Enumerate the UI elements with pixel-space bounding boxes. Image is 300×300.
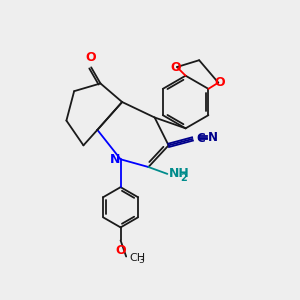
Text: N: N [208, 131, 218, 144]
Text: NH: NH [169, 167, 190, 180]
Text: C: C [196, 131, 205, 145]
Text: O: O [170, 61, 181, 74]
Text: O: O [115, 244, 126, 256]
Text: CH: CH [129, 253, 146, 263]
Text: 3: 3 [139, 256, 144, 265]
Text: O: O [86, 51, 97, 64]
Text: N: N [110, 153, 120, 166]
Text: 2: 2 [180, 173, 187, 183]
Text: O: O [214, 76, 225, 89]
